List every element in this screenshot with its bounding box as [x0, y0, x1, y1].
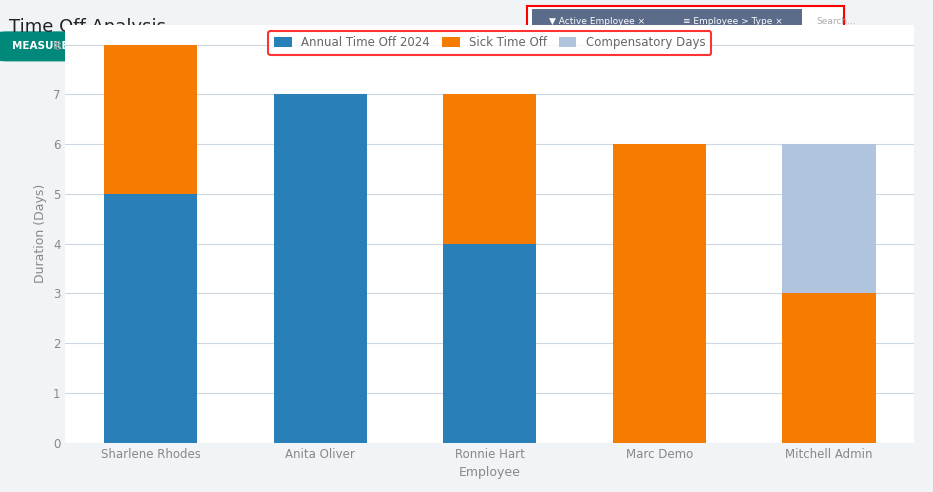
Bar: [273, 94, 367, 443]
FancyBboxPatch shape: [93, 31, 233, 62]
FancyBboxPatch shape: [527, 6, 844, 37]
Text: □: □: [109, 41, 118, 51]
FancyBboxPatch shape: [662, 9, 802, 34]
Bar: [104, 194, 197, 443]
Text: MEASURES ▾: MEASURES ▾: [12, 41, 86, 51]
FancyBboxPatch shape: [532, 9, 662, 34]
Text: ■: ■: [131, 41, 140, 51]
Text: ☰: ☰: [174, 41, 182, 51]
Text: Time Off Analysis: Time Off Analysis: [9, 18, 166, 36]
Y-axis label: Duration (Days): Duration (Days): [35, 184, 48, 283]
Text: ▼ Filters   ≡ Group By   ★ Favorites: ▼ Filters ≡ Group By ★ Favorites: [541, 49, 700, 58]
Text: ▼ Active Employee ×: ▼ Active Employee ×: [549, 17, 646, 26]
Bar: [443, 244, 536, 443]
Text: ▥: ▥: [216, 41, 226, 51]
Bar: [443, 94, 536, 244]
Text: ◔: ◔: [152, 41, 160, 51]
Bar: [783, 293, 876, 443]
Text: ≡ Employee > Type ×: ≡ Employee > Type ×: [683, 17, 782, 26]
Bar: [104, 44, 197, 194]
FancyBboxPatch shape: [0, 31, 98, 62]
Text: ▤: ▤: [195, 41, 204, 51]
X-axis label: Employee: Employee: [459, 466, 521, 479]
Legend: Annual Time Off 2024, Sick Time Off, Compensatory Days: Annual Time Off 2024, Sick Time Off, Com…: [268, 31, 712, 55]
Text: Search...: Search...: [816, 17, 856, 26]
Bar: [613, 144, 706, 443]
Bar: [783, 144, 876, 293]
